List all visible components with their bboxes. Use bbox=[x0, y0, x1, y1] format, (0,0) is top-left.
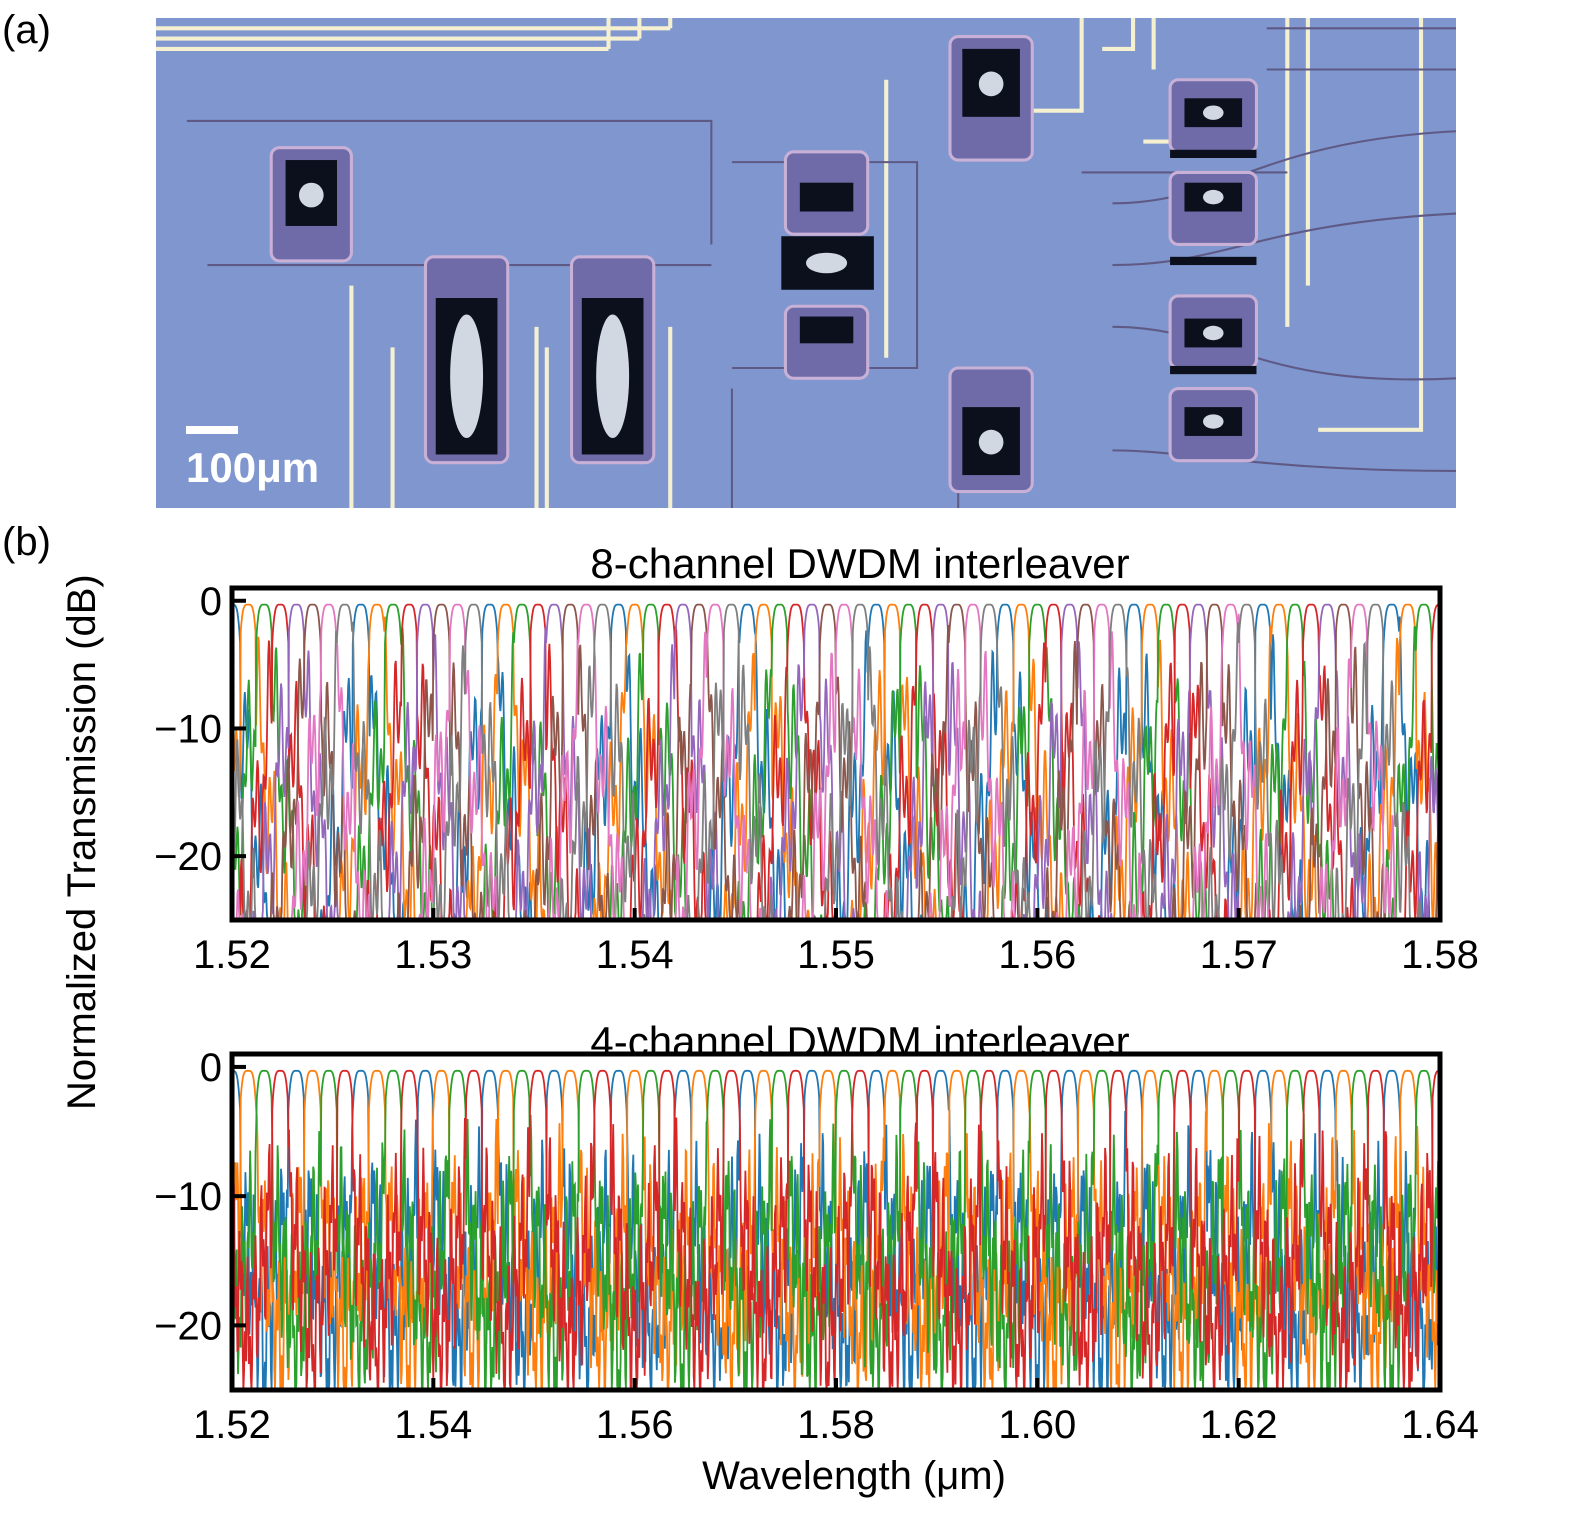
x-tick-label: 1.58 bbox=[797, 1403, 875, 1447]
y-tick-label: −20 bbox=[154, 1304, 222, 1348]
series-line-ch7-8ch bbox=[232, 603, 1440, 920]
series-line-ch2-4ch bbox=[232, 1069, 1440, 1390]
y-tick-label: −20 bbox=[154, 835, 222, 879]
x-tick-label: 1.53 bbox=[394, 933, 472, 977]
chart-title-8ch: 8-channel DWDM interleaver bbox=[590, 540, 1130, 587]
x-tick-label: 1.60 bbox=[998, 1403, 1076, 1447]
series-line-ch8-8ch bbox=[232, 603, 1440, 920]
x-tick-label: 1.54 bbox=[394, 1403, 472, 1447]
x-tick-label: 1.58 bbox=[1401, 933, 1479, 977]
micrograph-image bbox=[156, 18, 1456, 508]
chart-title-4ch: 4-channel DWDM interleaver bbox=[590, 1018, 1130, 1065]
x-axis-label: Wavelength (μm) bbox=[702, 1454, 1006, 1498]
x-tick-label: 1.52 bbox=[193, 1403, 271, 1447]
x-tick-label: 1.55 bbox=[797, 933, 875, 977]
series-line-ch1-8ch bbox=[232, 603, 1440, 920]
scale-bar-line bbox=[186, 426, 238, 434]
x-tick-label: 1.64 bbox=[1401, 1403, 1479, 1447]
x-tick-label: 1.56 bbox=[596, 1403, 674, 1447]
y-tick-label: −10 bbox=[154, 1175, 222, 1219]
x-tick-label: 1.56 bbox=[998, 933, 1076, 977]
y-tick-label: 0 bbox=[200, 580, 222, 624]
x-tick-label: 1.52 bbox=[193, 933, 271, 977]
x-tick-label: 1.54 bbox=[596, 933, 674, 977]
x-tick-label: 1.57 bbox=[1200, 933, 1278, 977]
panel-label-a: (a) bbox=[2, 8, 51, 52]
y-tick-label: 0 bbox=[200, 1046, 222, 1090]
y-tick-label: −10 bbox=[154, 707, 222, 751]
x-tick-label: 1.62 bbox=[1200, 1403, 1278, 1447]
panel-label-b: (b) bbox=[2, 520, 51, 564]
scale-bar-label: 100μm bbox=[186, 444, 320, 491]
